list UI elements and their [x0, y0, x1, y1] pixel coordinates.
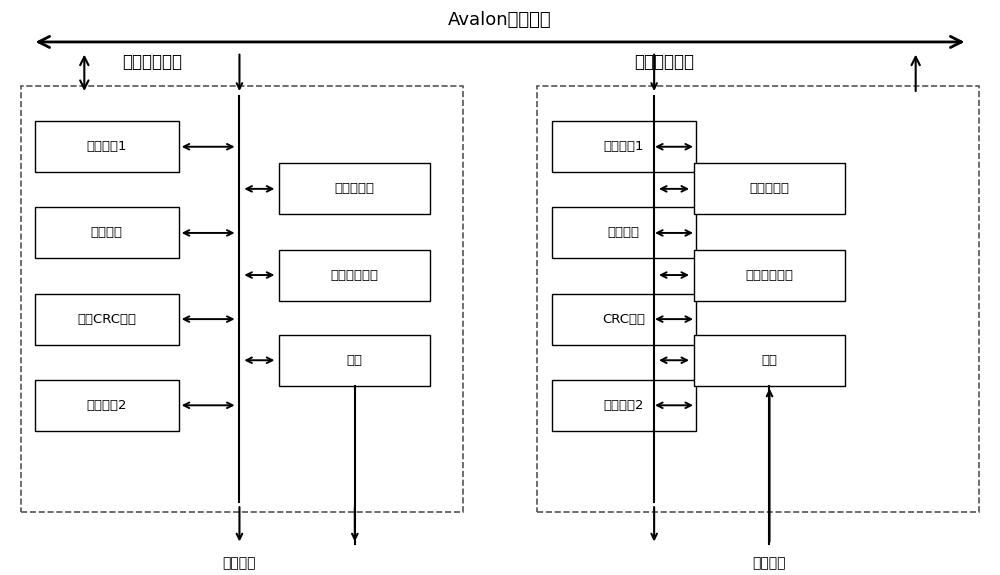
Text: 接收状态机: 接收状态机	[749, 182, 789, 196]
Text: 发送: 发送	[347, 354, 363, 367]
FancyBboxPatch shape	[694, 250, 845, 301]
Text: 接收缓存2: 接收缓存2	[604, 399, 644, 412]
FancyBboxPatch shape	[35, 294, 179, 344]
FancyBboxPatch shape	[35, 380, 179, 431]
Text: 数据解码: 数据解码	[608, 227, 640, 239]
Text: 数据接收模块: 数据接收模块	[634, 53, 694, 71]
Text: 发送缓存1: 发送缓存1	[86, 140, 127, 154]
Text: 生成CRC校验: 生成CRC校验	[77, 313, 136, 325]
FancyBboxPatch shape	[552, 121, 696, 172]
Text: 曼彻斯特解码: 曼彻斯特解码	[745, 269, 793, 282]
Text: 数据发送模块: 数据发送模块	[122, 53, 182, 71]
FancyBboxPatch shape	[552, 294, 696, 344]
Text: CRC校验: CRC校验	[602, 313, 645, 325]
Text: 接收缓存1: 接收缓存1	[604, 140, 644, 154]
Text: 发送状态机: 发送状态机	[335, 182, 375, 196]
Text: 发送缓存2: 发送缓存2	[86, 399, 127, 412]
FancyBboxPatch shape	[279, 335, 430, 386]
FancyBboxPatch shape	[35, 208, 179, 258]
Text: 接收: 接收	[761, 354, 777, 367]
Text: Avalon交换架构: Avalon交换架构	[448, 12, 552, 29]
Text: 曼彻斯特编码: 曼彻斯特编码	[331, 269, 379, 282]
FancyBboxPatch shape	[552, 208, 696, 258]
FancyBboxPatch shape	[694, 163, 845, 214]
FancyBboxPatch shape	[552, 380, 696, 431]
FancyBboxPatch shape	[279, 250, 430, 301]
FancyBboxPatch shape	[279, 163, 430, 214]
FancyBboxPatch shape	[694, 335, 845, 386]
Text: 数据输入: 数据输入	[753, 556, 786, 570]
Text: 数据输出: 数据输出	[223, 556, 256, 570]
Text: 数据组帧: 数据组帧	[91, 227, 123, 239]
FancyBboxPatch shape	[35, 121, 179, 172]
